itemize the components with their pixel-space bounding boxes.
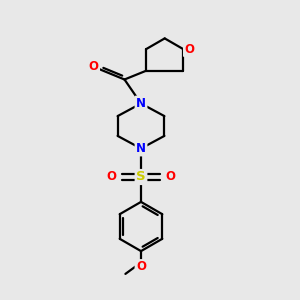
Text: N: N [136,142,146,155]
Text: S: S [136,170,146,184]
Text: O: O [88,60,99,73]
Text: O: O [165,170,176,184]
Text: O: O [184,43,194,56]
Text: N: N [136,97,146,110]
Text: O: O [106,170,117,184]
Text: O: O [136,260,146,274]
